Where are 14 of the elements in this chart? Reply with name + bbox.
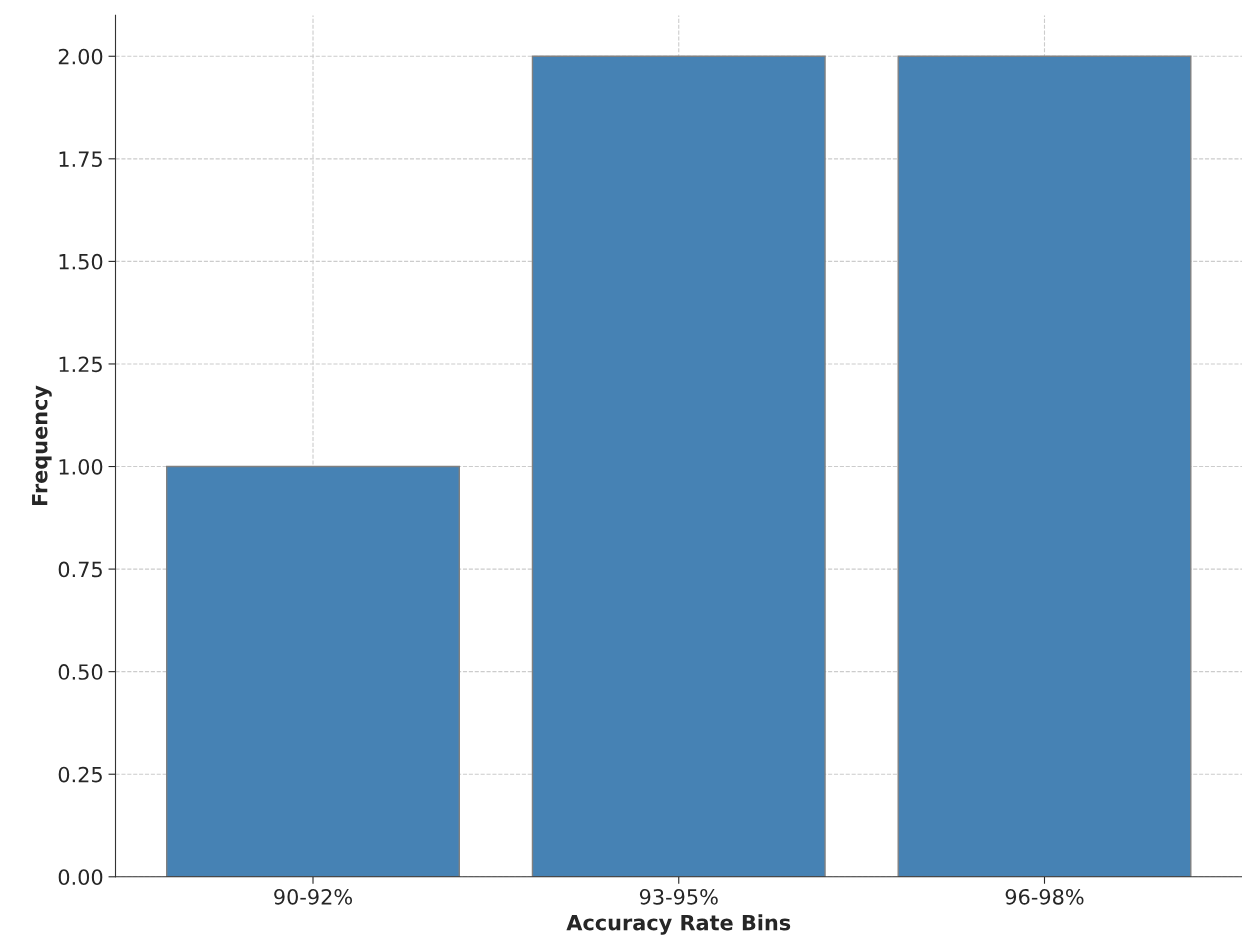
x-tick-label: 93-95% [639,888,718,905]
y-tick-label: 2.00 [58,48,103,65]
y-tick-label: 1.75 [59,151,102,168]
y-tick-label: 0.25 [58,766,102,783]
y-tick-label: 1.00 [59,458,103,475]
x-tick-label: 96-98% [1005,888,1084,905]
x-axis-title: Accuracy Rate Bins [566,914,791,935]
y-tick-label: 0.50 [58,664,103,680]
y-tick-label: 0.75 [58,561,102,578]
x-tick-label: 90-92% [274,888,353,905]
y-tick-label: 1.50 [59,253,103,270]
y-axis-title: Frequency [32,385,52,506]
y-tick-label: 1.25 [59,356,102,373]
y-tick-label: 0.00 [58,869,103,885]
